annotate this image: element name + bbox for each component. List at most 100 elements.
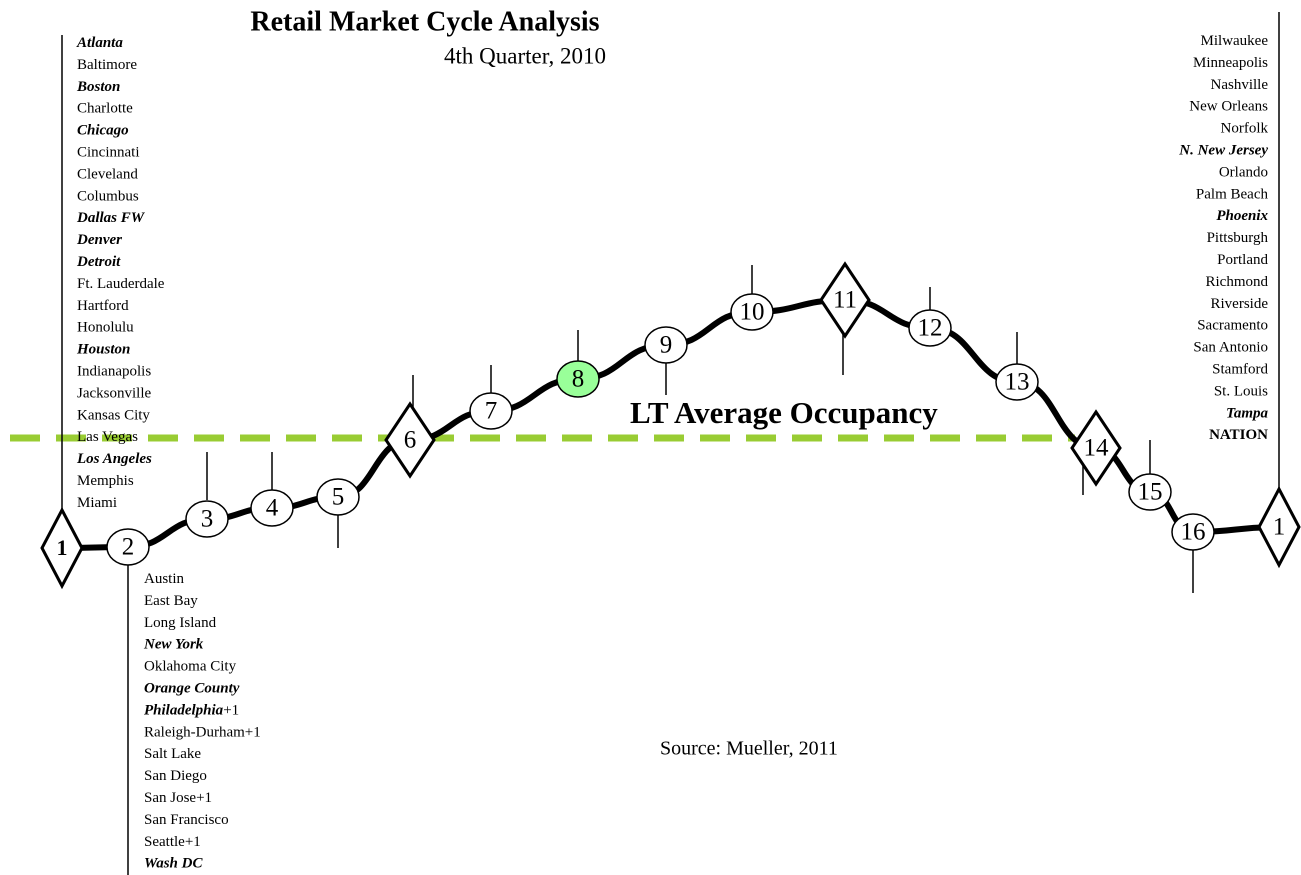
city-name: Miami (77, 495, 117, 511)
city-name: Salt Lake (144, 747, 201, 763)
phase-label: 15 (1138, 479, 1163, 506)
city-text: Austin (144, 571, 185, 587)
city-text: NATION (1209, 428, 1268, 444)
phase-label: 8 (572, 366, 585, 393)
city-name: Seattle+1 (144, 834, 201, 850)
city-text: St. Louis (1214, 384, 1268, 400)
city-name: Las Vegas (77, 430, 138, 446)
city-name: San Jose+1 (144, 790, 212, 806)
city-name: Stamford (1212, 362, 1268, 378)
city-name: Houston (76, 342, 130, 358)
city-name: Wash DC (144, 856, 203, 872)
city-name: Norfolk (1221, 121, 1269, 137)
city-name: Pittsburgh (1207, 231, 1269, 247)
city-name: Richmond (1206, 274, 1269, 290)
phase-label: 12 (918, 315, 943, 342)
city-name: Detroit (76, 254, 121, 270)
city-text: Los Angeles (76, 452, 152, 468)
city-name: East Bay (144, 593, 198, 609)
phase-circle (250, 489, 294, 527)
phase-circle (1171, 513, 1215, 551)
city-text: Chicago (77, 123, 129, 139)
city-name: New Orleans (1189, 99, 1268, 115)
city-text: Sacramento (1197, 318, 1268, 334)
city-name: Raleigh-Durham+1 (144, 725, 261, 741)
city-name: Chicago (77, 123, 129, 139)
city-name: Nashville (1211, 77, 1269, 93)
city-text: Cleveland (77, 167, 138, 183)
city-name: San Diego (144, 769, 207, 785)
city-name: Indianapolis (77, 364, 151, 380)
phase-circle (469, 392, 513, 430)
phase-circle (106, 528, 150, 566)
city-text: Denver (76, 233, 122, 249)
source: Source: Mueller, 2011 (660, 738, 838, 760)
city-text: San Jose+1 (144, 790, 212, 806)
city-text: Kansas City (77, 408, 150, 424)
city-text: Philadelphia (144, 703, 224, 719)
city-text: San Francisco (144, 812, 229, 828)
city-name: Minneapolis (1193, 55, 1268, 71)
city-name: Kansas City (77, 408, 150, 424)
city-name: St. Louis (1214, 384, 1268, 400)
city-text: Honolulu (77, 320, 134, 336)
city-name: Riverside (1211, 296, 1269, 312)
city-name: Philadelphia+1 (144, 703, 239, 719)
city-name: Memphis (77, 473, 134, 489)
city-text: Minneapolis (1193, 55, 1268, 71)
city-text: Miami (77, 495, 117, 511)
city-text: Memphis (77, 473, 134, 489)
phase-circle (995, 363, 1039, 401)
phase-label: 13 (1005, 369, 1030, 396)
city-text: Long Island (144, 615, 217, 631)
city-text: Columbus (77, 189, 139, 205)
city-text: Orlando (1219, 165, 1268, 181)
city-name: Honolulu (77, 320, 134, 336)
phase-label: 1 (1273, 514, 1286, 541)
city-text: Salt Lake (144, 747, 201, 763)
phase-circle (644, 326, 688, 364)
city-text: Wash DC (144, 856, 203, 872)
city-text: Atlanta (76, 35, 123, 51)
phase-label: 5 (332, 484, 345, 511)
city-name: Austin (144, 571, 185, 587)
city-name: Columbus (77, 189, 139, 205)
phase-label: 11 (833, 287, 857, 314)
city-name: Denver (76, 233, 122, 249)
phase-diamond (40, 506, 84, 590)
city-text: Stamford (1212, 362, 1268, 378)
phase-label: 6 (404, 427, 417, 454)
city-text: Orange County (144, 681, 240, 697)
city-text: Riverside (1211, 296, 1269, 312)
city-name: Charlotte (77, 101, 133, 117)
phase-label: 14 (1084, 435, 1110, 462)
city-name: Milwaukee (1201, 33, 1269, 49)
city-name: Long Island (144, 615, 217, 631)
city-name: San Antonio (1193, 340, 1268, 356)
city-name: NATION (1209, 428, 1268, 444)
city-text: Richmond (1206, 274, 1269, 290)
city-name: Sacramento (1197, 318, 1268, 334)
city-text: Cincinnati (77, 145, 140, 161)
phase-label: 16 (1181, 519, 1206, 546)
subtitle: 4th Quarter, 2010 (444, 43, 606, 68)
phase-circle (908, 309, 952, 347)
city-name: Hartford (77, 298, 129, 314)
phase-label: 4 (266, 495, 279, 522)
city-name: Ft. Lauderdale (77, 276, 165, 292)
phase-diamond (1257, 485, 1301, 569)
city-text: New York (143, 637, 204, 653)
phase-label: 3 (201, 506, 214, 533)
phase-label: 10 (740, 299, 765, 326)
phase-circle (316, 478, 360, 516)
city-suffix: +1 (223, 703, 239, 719)
city-text: Milwaukee (1201, 33, 1269, 49)
city-name: Dallas FW (76, 211, 146, 227)
city-text: Phoenix (1216, 209, 1268, 225)
phase-label: 7 (485, 398, 498, 425)
city-text: Baltimore (77, 57, 137, 73)
city-text: Portland (1217, 252, 1268, 268)
city-text: Ft. Lauderdale (77, 276, 165, 292)
city-name: Phoenix (1216, 209, 1268, 225)
